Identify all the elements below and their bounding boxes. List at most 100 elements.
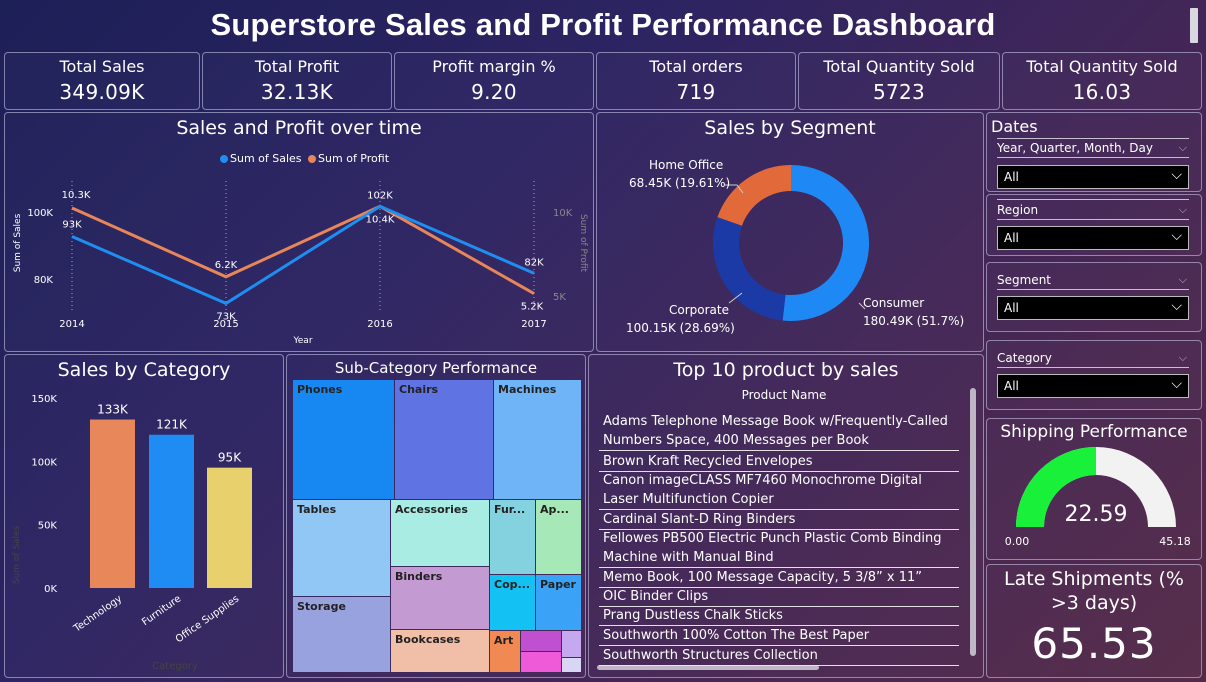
table-row[interactable]: OIC Binder Clips bbox=[599, 587, 959, 607]
bar-chart[interactable]: Sum of Sales Category 150K 100K 50K 0K 133K… bbox=[5, 355, 283, 677]
table-row[interactable]: Southworth 100% Cotton The Best Paper bbox=[599, 626, 959, 646]
table-row[interactable]: Brown Kraft Recycled Envelopes bbox=[599, 452, 959, 472]
leader-line-corporate bbox=[728, 292, 743, 304]
dates-slicer: Dates Year, Quarter, Month, Day ⌵ All ⌵ bbox=[986, 112, 1202, 192]
treemap-cell-appliances[interactable]: Ap... bbox=[536, 500, 581, 574]
date-dropdown[interactable]: All ⌵ bbox=[997, 165, 1189, 189]
date-hierarchy-label: Year, Quarter, Month, Day bbox=[997, 141, 1153, 155]
treemap-cell-binders[interactable]: Binders bbox=[391, 567, 489, 629]
late-shipments-card: Late Shipments (% >3 days) 65.53 bbox=[986, 564, 1202, 678]
sales-line[interactable] bbox=[71, 204, 535, 306]
treemap-cell-copiers[interactable]: Cop... bbox=[490, 575, 535, 630]
column-header-product-name[interactable]: Product Name bbox=[741, 388, 827, 402]
sales-by-category-panel: Sales by Category Sum of Sales Category … bbox=[4, 354, 284, 678]
chevron-down-icon: ⌵ bbox=[1178, 273, 1187, 286]
legend-swatch-sales bbox=[220, 155, 228, 163]
slicer-divider bbox=[997, 138, 1189, 139]
kpi-card-total-orders: Total orders 719 bbox=[596, 52, 796, 110]
kpi-card-total-quantity: Total Quantity Sold 5723 bbox=[798, 52, 1000, 110]
kpi-label: Total Quantity Sold bbox=[1026, 57, 1178, 76]
slicer-divider bbox=[997, 199, 1189, 200]
kpi-card-total-profit: Total Profit 32.13K bbox=[202, 52, 392, 110]
gauge-max: 45.18 bbox=[1159, 535, 1191, 548]
table-title: Top 10 product by sales bbox=[673, 359, 899, 381]
treemap-cell-paper[interactable]: Paper bbox=[536, 575, 581, 630]
sales-data-label: 82K bbox=[524, 257, 544, 268]
chevron-down-icon: ⌵ bbox=[1178, 351, 1187, 364]
kpi-label: Total Quantity Sold bbox=[823, 57, 975, 76]
bar-value-label: 95K bbox=[218, 451, 242, 465]
segment-label: Segment bbox=[997, 273, 1051, 287]
line-chart[interactable]: Sum of Sales Sum of Profit 100K 80K 10K … bbox=[5, 113, 593, 351]
treemap-cell-accessories[interactable]: Accessories bbox=[391, 500, 489, 566]
donut-slice-home-office[interactable] bbox=[717, 165, 791, 226]
treemap-cell-bookcases[interactable]: Bookcases bbox=[391, 630, 489, 672]
chevron-down-icon: ⌵ bbox=[1171, 228, 1182, 244]
treemap-cell-small[interactable] bbox=[562, 631, 581, 657]
vertical-scrollbar[interactable] bbox=[970, 388, 976, 656]
kpi-value: 9.20 bbox=[471, 80, 517, 104]
table-row[interactable]: Prang Dustless Chalk Sticks bbox=[599, 606, 959, 626]
dropdown-value: All bbox=[1004, 379, 1019, 393]
table-row[interactable]: Adams Telephone Message Book w/Frequentl… bbox=[599, 412, 959, 451]
x-axis-label: Year bbox=[292, 336, 312, 346]
kpi-card-total-sales: Total Sales 349.09K bbox=[4, 52, 200, 110]
treemap-cell-machines[interactable]: Machines bbox=[494, 380, 581, 499]
y-tick-label: 50K bbox=[38, 521, 58, 532]
donut-slice-corporate[interactable] bbox=[712, 217, 786, 321]
dropdown-value: All bbox=[1004, 231, 1019, 245]
bar-value-label: 133K bbox=[97, 403, 129, 417]
treemap-cell-furnishings[interactable]: Fur... bbox=[490, 500, 535, 574]
treemap-cell-storage[interactable]: Storage bbox=[293, 597, 390, 672]
table-row[interactable]: Cardinal Slant-D Ring Binders bbox=[599, 510, 959, 530]
y-tick-left-80k: 80K bbox=[34, 275, 54, 286]
dropdown-value: All bbox=[1004, 170, 1019, 184]
profit-data-label: 10.3K bbox=[62, 190, 91, 201]
slicer-title: Dates bbox=[991, 117, 1038, 136]
bar-technology[interactable] bbox=[90, 419, 135, 588]
treemap-cell-small[interactable] bbox=[521, 631, 561, 651]
bar-furniture[interactable] bbox=[149, 434, 194, 588]
dashboard-title: Superstore Sales and Profit Performance … bbox=[210, 7, 996, 42]
data-labels: 93K 73K 102K 82K 10.3K 6.2K 10.4K 5.2K bbox=[62, 190, 544, 322]
x-tick-label: 2014 bbox=[59, 319, 84, 330]
bar-office-supplies[interactable] bbox=[207, 467, 252, 588]
slice-label-home-office: 68.45K (19.61%) bbox=[629, 176, 730, 190]
treemap-cell-small[interactable] bbox=[521, 652, 561, 672]
segment-dropdown[interactable]: All ⌵ bbox=[997, 296, 1189, 320]
y-tick-left-100k: 100K bbox=[27, 208, 53, 219]
bars: 133K Technology 121K Furniture 95K Office Sup… bbox=[71, 403, 252, 645]
region-dropdown[interactable]: All ⌵ bbox=[997, 226, 1189, 250]
treemap[interactable]: Phones Chairs Machines Tables Accessorie… bbox=[293, 380, 581, 672]
category-dropdown[interactable]: All ⌵ bbox=[997, 374, 1189, 398]
late-shipments-title: Late Shipments (% >3 days) bbox=[1004, 568, 1184, 614]
gauge-min: 0.00 bbox=[1005, 535, 1030, 548]
horizontal-scrollbar[interactable] bbox=[597, 665, 819, 670]
chevron-down-icon: ⌵ bbox=[1171, 376, 1182, 392]
sub-category-performance-panel: Sub-Category Performance Phones Chairs M… bbox=[286, 354, 586, 678]
treemap-cell-art[interactable]: Art bbox=[490, 631, 520, 672]
treemap-cell-phones[interactable]: Phones bbox=[293, 380, 394, 499]
table-row[interactable]: Memo Book, 100 Message Capacity, 5 3/8” … bbox=[599, 568, 959, 588]
treemap-cell-chairs[interactable]: Chairs bbox=[395, 380, 493, 499]
chart-title: Sales by Category bbox=[57, 359, 231, 381]
x-tick-label: Office Supplies bbox=[174, 593, 241, 645]
donut-chart[interactable]: Consumer 180.49K (51.7%) Corporate 100.1… bbox=[597, 113, 983, 351]
gauge-value: 22.59 bbox=[1065, 502, 1128, 527]
y-tick-right-10k: 10K bbox=[553, 208, 573, 219]
slice-name-home-office: Home Office bbox=[649, 158, 723, 172]
table-row[interactable]: Canon imageCLASS MF7460 Monochrome Digit… bbox=[599, 471, 959, 510]
table-row[interactable]: Fellowes PB500 Electric Punch Plastic Co… bbox=[599, 529, 959, 568]
treemap-cell-tables[interactable]: Tables bbox=[293, 500, 390, 596]
treemap-cell-small[interactable] bbox=[562, 658, 581, 672]
donut-slice-consumer[interactable] bbox=[782, 164, 870, 321]
chart-title: Sub-Category Performance bbox=[334, 359, 538, 377]
profit-line[interactable] bbox=[71, 204, 535, 295]
page-scrollbar[interactable] bbox=[1190, 8, 1198, 43]
x-ticks: 2014 2015 2016 2017 bbox=[59, 319, 546, 330]
kpi-card-profit-margin: Profit margin % 9.20 bbox=[394, 52, 594, 110]
category-slicer: Category ⌵ All ⌵ bbox=[986, 340, 1202, 410]
gauge-chart[interactable]: 22.59 0.00 45.18 bbox=[987, 419, 1201, 559]
profit-data-label: 5.2K bbox=[521, 302, 544, 313]
table-row[interactable]: Southworth Structures Collection bbox=[599, 646, 959, 666]
